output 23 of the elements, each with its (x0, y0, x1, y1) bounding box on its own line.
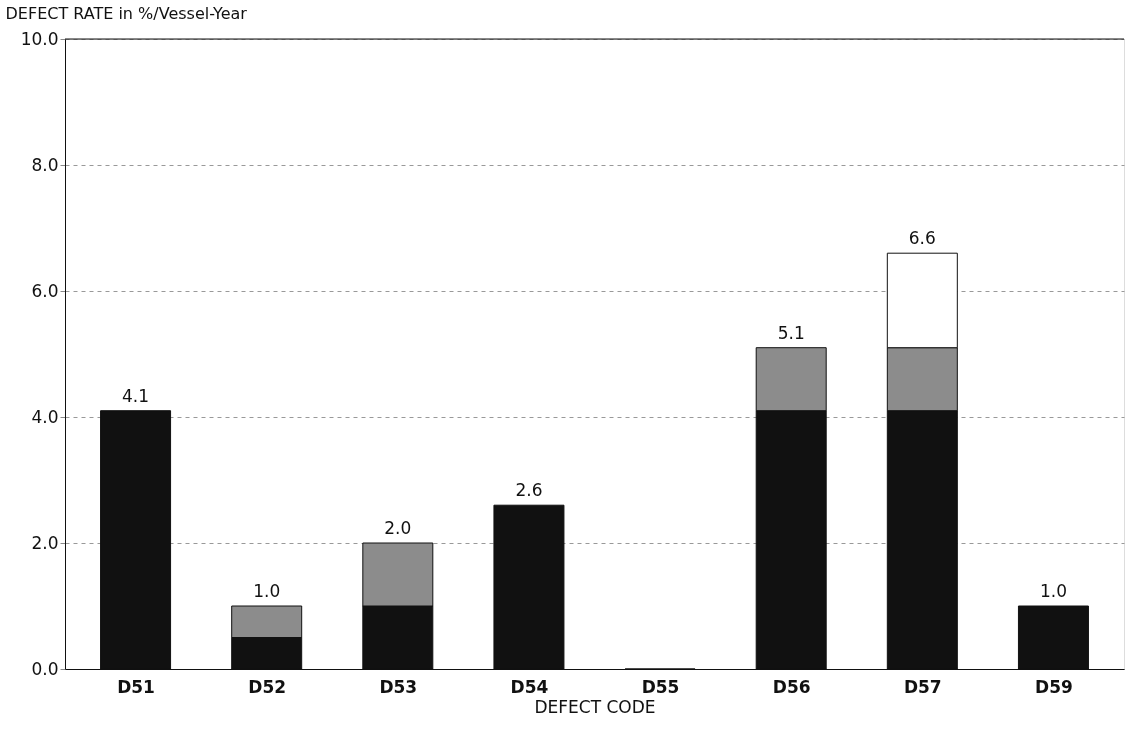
x-tick-label: D59 (1035, 676, 1073, 697)
y-axis-title: DEFECT RATE in %/Vessel-Year (5, 3, 248, 23)
x-tick-label: D52 (248, 676, 287, 697)
total-label: 2.6 (515, 480, 543, 501)
total-label: 6.6 (908, 228, 936, 249)
total-label: 1.0 (253, 581, 281, 601)
y-tick-label: 6.0 (31, 280, 59, 301)
y-tick-label: 8.0 (31, 154, 59, 175)
x-tick-label: D55 (641, 676, 680, 697)
y-tick-label: 2.0 (31, 532, 59, 553)
y-tick-label: 4.0 (31, 406, 59, 427)
x-tick-label: D56 (772, 676, 811, 697)
total-label: 4.1 (122, 385, 150, 406)
y-tick-label: 10.0 (20, 28, 59, 49)
total-label: 5.1 (777, 322, 805, 343)
x-tick-label: D54 (510, 676, 549, 697)
total-label: 1.0 (1039, 581, 1067, 601)
y-tick-label: 0.0 (31, 658, 59, 679)
x-axis-title: DEFECT CODE (534, 696, 656, 717)
total-label: 2.0 (384, 518, 412, 538)
x-tick-label: D57 (903, 676, 942, 697)
x-tick-label: D53 (379, 676, 418, 697)
x-tick-label: D51 (117, 676, 155, 697)
